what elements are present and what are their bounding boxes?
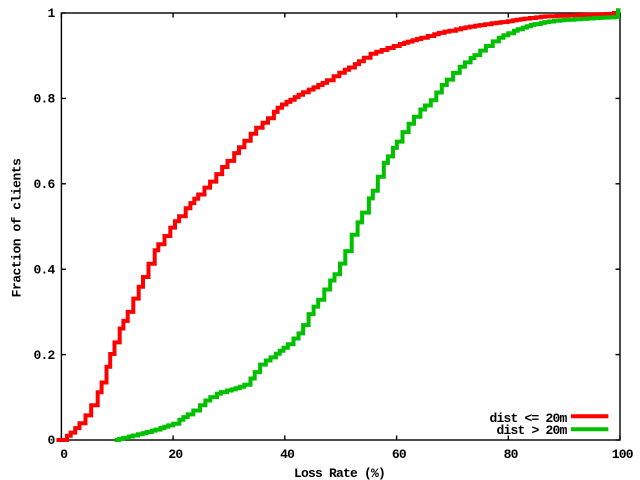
svg-text:0: 0 [60,447,68,462]
svg-text:1: 1 [47,6,55,21]
svg-text:0.4: 0.4 [33,262,55,277]
svg-text:100: 100 [612,447,634,462]
svg-text:60: 60 [392,447,407,462]
svg-text:0.2: 0.2 [33,348,55,363]
svg-text:dist > 20m: dist > 20m [496,423,567,438]
svg-text:20: 20 [168,447,183,462]
svg-text:0: 0 [47,433,55,448]
svg-text:0.8: 0.8 [33,92,55,107]
svg-text:dist <= 20m: dist <= 20m [489,411,567,426]
svg-text:80: 80 [504,447,519,462]
svg-text:Fraction of clients: Fraction of clients [10,158,25,297]
svg-text:0.6: 0.6 [33,177,55,192]
svg-text:Loss Rate (%): Loss Rate (%) [294,466,385,480]
svg-text:40: 40 [280,447,295,462]
